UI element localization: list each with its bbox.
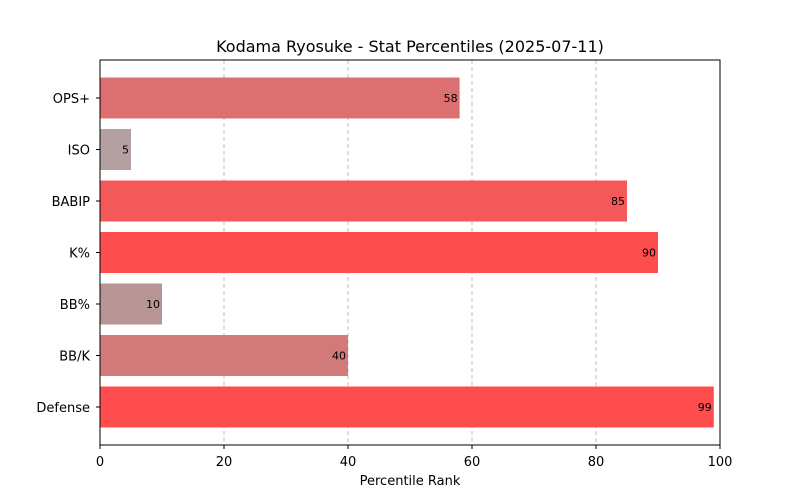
bars [100,77,714,428]
data-labels: 58 5 85 90 10 40 99 [122,92,712,414]
y-tick-label: ISO [68,144,90,159]
data-label: 58 [444,92,458,105]
bar-k- [100,232,658,273]
y-tick-label: K% [69,247,90,262]
y-tick-label: BABIP [52,195,91,210]
bar-defense [100,386,714,428]
data-label: 99 [698,401,712,414]
x-tick-label: 80 [588,455,605,470]
data-label: 90 [642,247,656,260]
y-tick-label: BB% [60,298,90,313]
y-tick-label: Defense [36,401,90,416]
data-label: 5 [122,144,129,157]
data-label: 10 [146,298,160,311]
x-tick-label: 60 [464,455,481,470]
x-tick-label: 100 [708,455,733,470]
y-axis-ticks: OPS+ ISO BABIP K% BB% BB/K Defense [36,92,100,416]
x-tick-label: 40 [340,455,357,470]
y-tick-label: OPS+ [53,92,90,107]
data-label: 40 [332,350,346,363]
bar-iso [100,129,131,170]
data-label: 85 [611,195,625,208]
bar-babip [100,180,627,222]
bar-bb-k [100,335,348,376]
chart-title: Kodama Ryosuke - Stat Percentiles (2025-… [216,37,604,56]
x-tick-label: 0 [96,455,104,470]
bar-ops- [100,77,460,119]
x-tick-label: 20 [216,455,233,470]
x-axis-ticks: 0 20 40 60 80 100 [96,445,733,470]
x-axis-label: Percentile Rank [360,474,461,489]
y-tick-label: BB/K [59,350,90,365]
bar-bb- [100,283,162,325]
